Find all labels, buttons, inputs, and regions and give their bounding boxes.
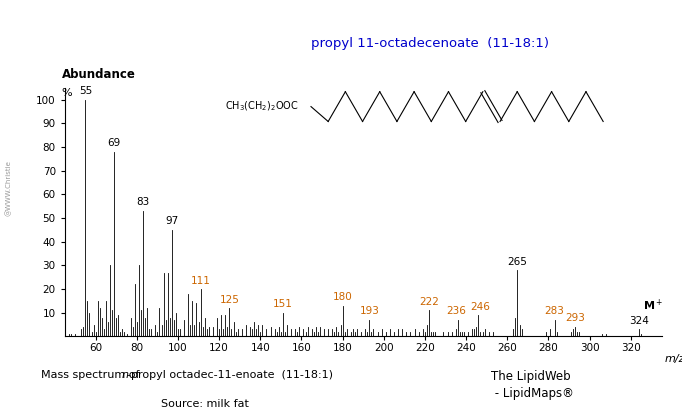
- Text: 125: 125: [220, 295, 239, 304]
- Text: 265: 265: [507, 257, 527, 267]
- Text: M$^+$: M$^+$: [643, 298, 664, 313]
- Text: 222: 222: [419, 297, 439, 307]
- Text: 151: 151: [273, 299, 293, 309]
- Text: 283: 283: [545, 306, 565, 316]
- Text: 111: 111: [191, 275, 211, 285]
- Text: -propyl octadec-11-enoate  (11-18:1): -propyl octadec-11-enoate (11-18:1): [127, 370, 333, 380]
- Text: The LipidWeb
 - LipidMaps®: The LipidWeb - LipidMaps®: [491, 370, 574, 400]
- Text: 180: 180: [333, 292, 353, 302]
- Text: 293: 293: [565, 314, 585, 324]
- Text: @WWW.Christie: @WWW.Christie: [5, 160, 12, 216]
- Text: 324: 324: [629, 316, 649, 326]
- Text: Mass spectrum of: Mass spectrum of: [41, 370, 143, 380]
- Text: 246: 246: [471, 302, 490, 312]
- Text: 236: 236: [446, 306, 466, 316]
- Text: 83: 83: [136, 197, 149, 207]
- Text: 193: 193: [359, 306, 379, 316]
- Text: 97: 97: [165, 217, 179, 227]
- Text: %: %: [62, 88, 72, 98]
- Text: 69: 69: [108, 138, 121, 148]
- Text: Abundance: Abundance: [62, 68, 136, 81]
- Text: n: n: [121, 370, 128, 380]
- Text: propyl 11-octadecenoate  (11-18:1): propyl 11-octadecenoate (11-18:1): [311, 37, 548, 51]
- Text: m/z: m/z: [664, 354, 682, 364]
- Text: Source: milk fat: Source: milk fat: [161, 399, 248, 409]
- Text: 55: 55: [78, 86, 92, 96]
- Text: CH$_3$(CH$_2$)$_2$OOC: CH$_3$(CH$_2$)$_2$OOC: [225, 100, 299, 113]
